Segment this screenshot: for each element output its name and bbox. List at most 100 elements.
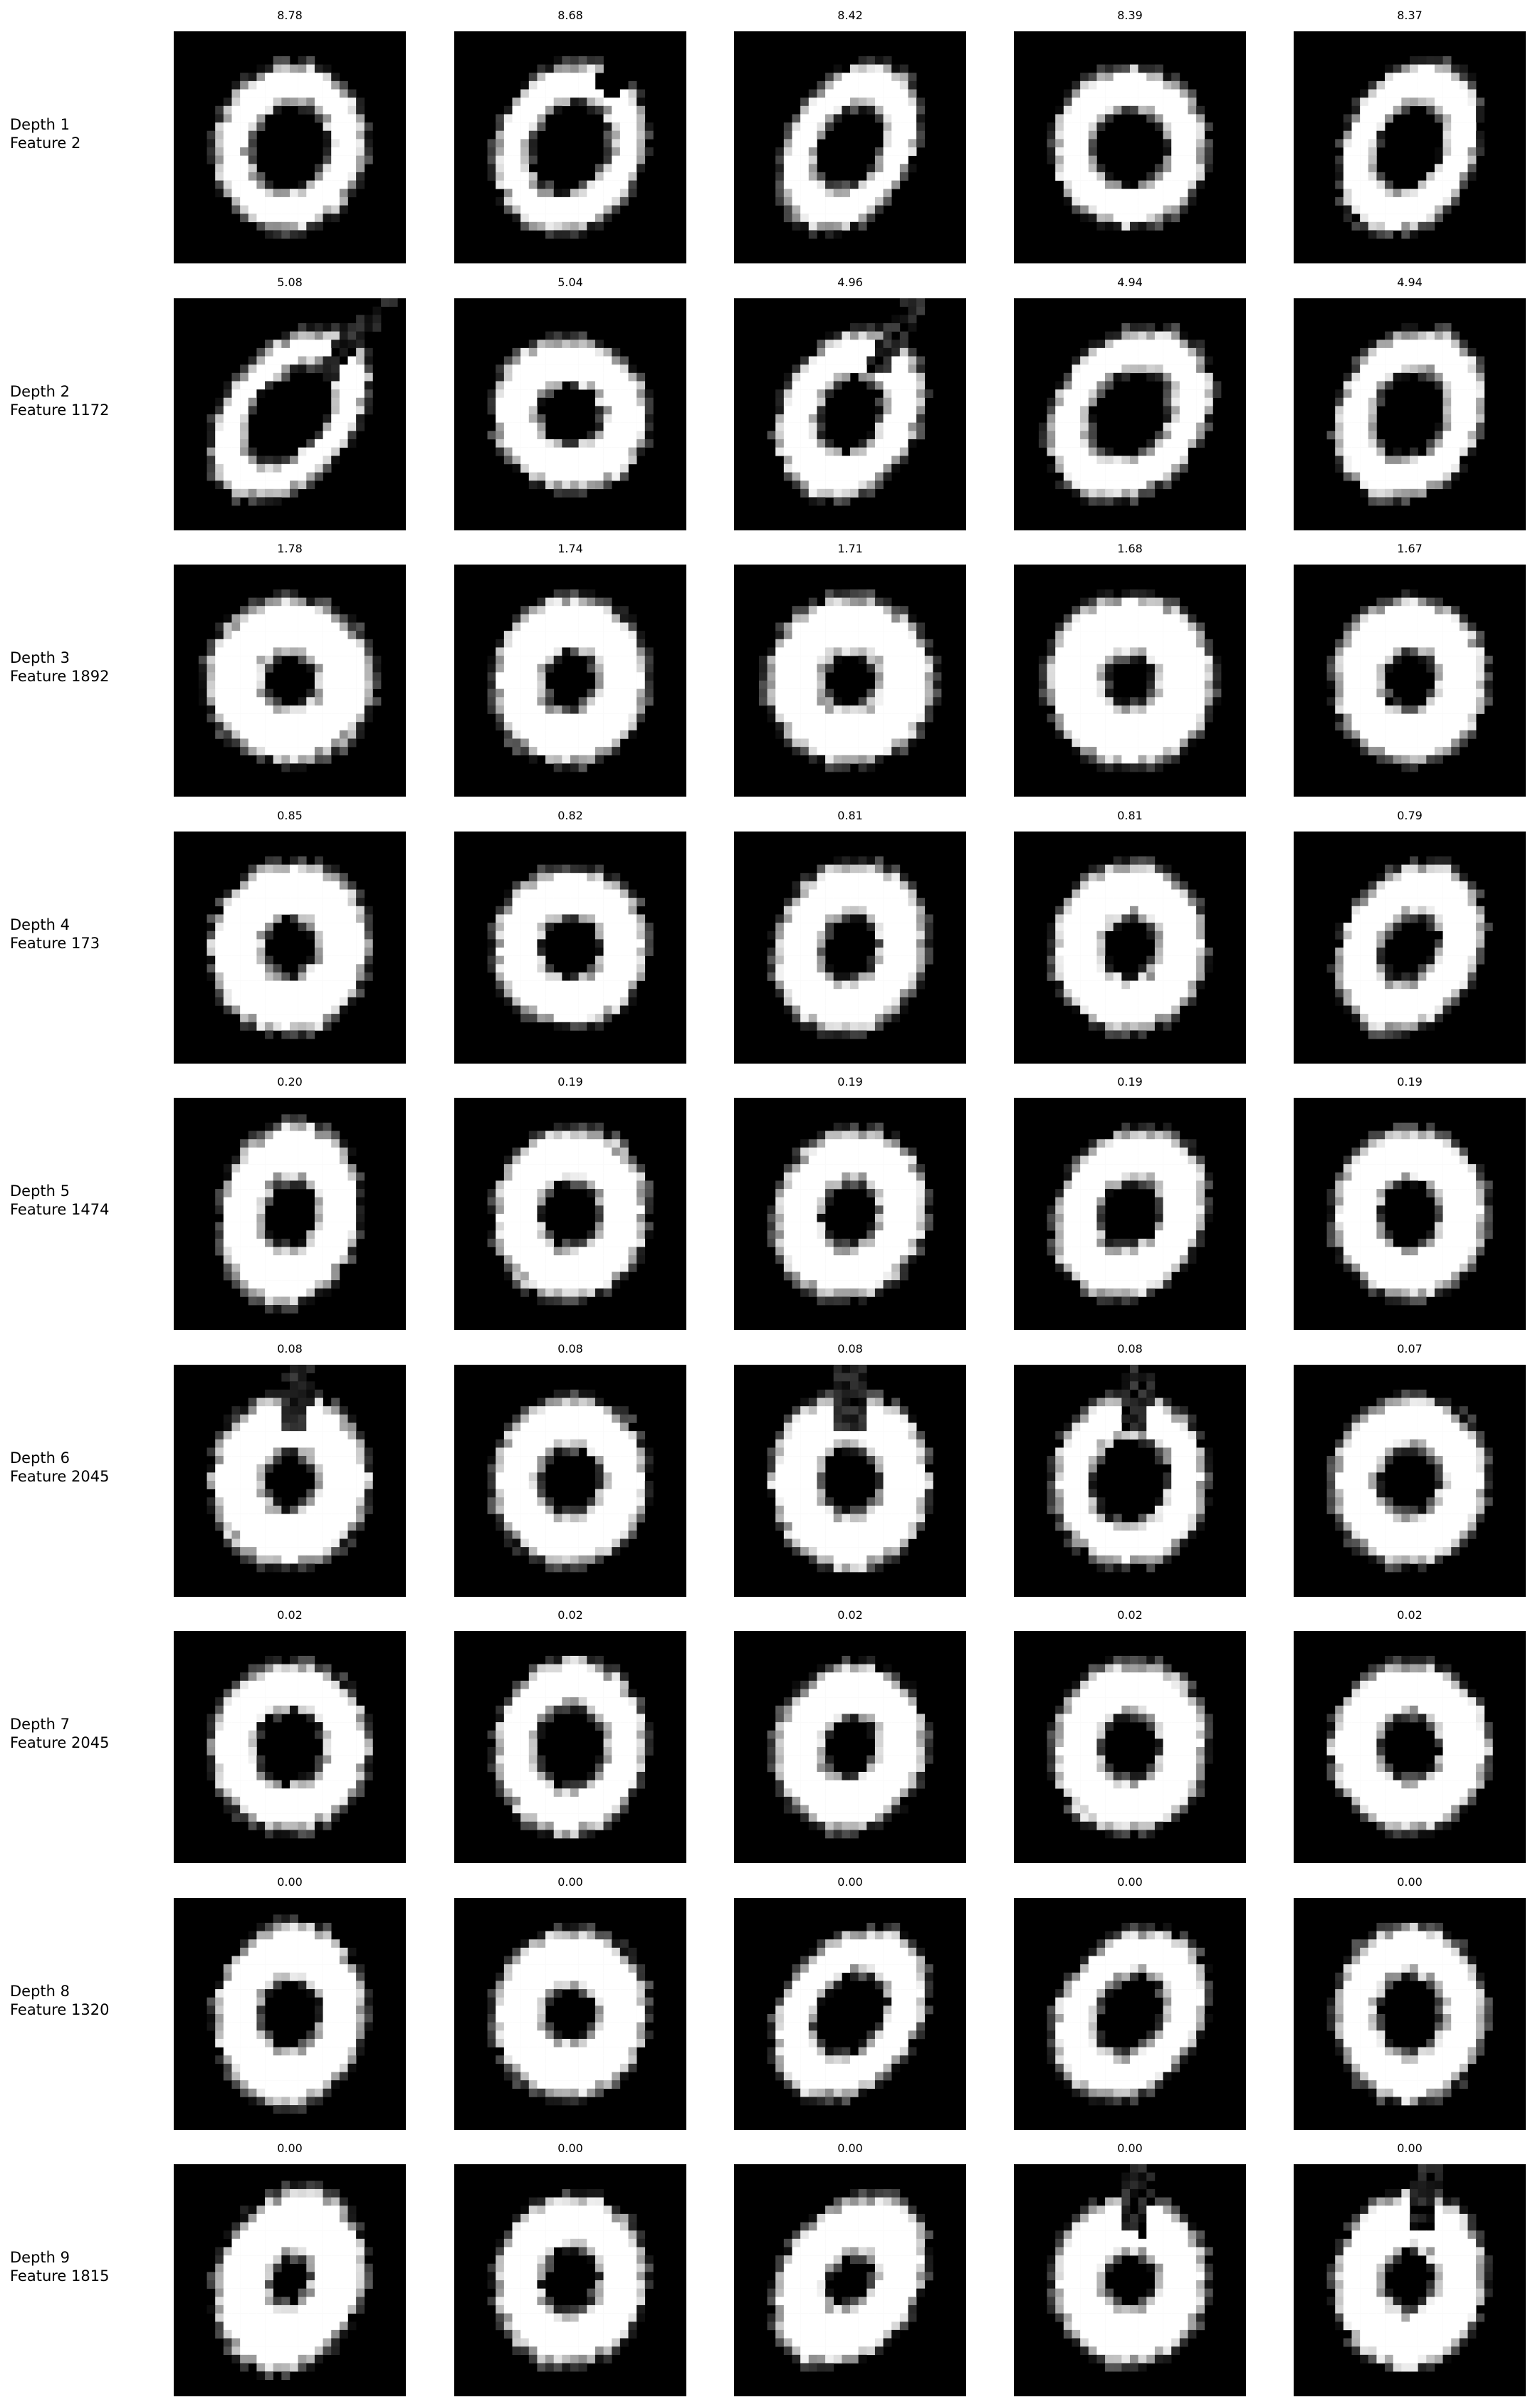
activation-score: 4.94 — [1117, 275, 1143, 289]
activation-cell: 4.96 — [734, 270, 966, 535]
activation-score: 0.82 — [557, 808, 583, 822]
digit-zero-image — [454, 831, 686, 1064]
activation-score: 0.79 — [1397, 808, 1423, 822]
activation-cell: 1.78 — [174, 536, 406, 801]
digit-zero-image — [1294, 2164, 1526, 2396]
digit-zero-image — [454, 1098, 686, 1330]
digit-zero-image — [1014, 1631, 1246, 1863]
activation-score: 1.67 — [1397, 542, 1423, 555]
digit-pixels — [1047, 1922, 1213, 2105]
digit-zero-image — [174, 1364, 406, 1597]
activation-cell: 0.00 — [734, 2136, 966, 2401]
digit-pixels — [1326, 589, 1493, 772]
digit-zero-image — [174, 1098, 406, 1330]
activation-score: 8.37 — [1397, 9, 1423, 22]
digit-pixels — [1038, 322, 1222, 505]
digit-zero-image — [734, 1897, 966, 2130]
activation-cell: 0.02 — [1014, 1603, 1246, 1867]
activation-cell: 0.00 — [1014, 2136, 1246, 2401]
feature-row: Depth 4 Feature 173 0.85 0.82 0.81 0.81 0.79 — [0, 803, 1540, 1069]
activation-cell: 8.42 — [734, 3, 966, 268]
activation-score: 1.71 — [837, 542, 863, 555]
row-label: Depth 6 Feature 2045 — [10, 1449, 109, 1486]
activation-cell: 5.08 — [174, 270, 406, 535]
activation-score: 8.78 — [277, 9, 303, 22]
feature-row: Depth 8 Feature 1320 0.00 0.00 0.00 0.00 0.00 — [0, 1869, 1540, 2136]
digit-pixels — [1326, 1922, 1493, 2105]
digit-pixels — [1047, 1364, 1213, 1572]
digit-pixels — [206, 2181, 373, 2381]
activation-cell: 0.00 — [1294, 1869, 1526, 2134]
feature-label: Feature 1172 — [10, 401, 110, 419]
digit-zero-image — [454, 565, 686, 797]
digit-pixels — [1326, 1655, 1493, 1839]
digit-zero-image — [734, 298, 966, 530]
digit-zero-image — [454, 298, 686, 530]
digit-pixels — [1047, 1122, 1213, 1306]
activation-cell: 0.20 — [174, 1069, 406, 1334]
digit-pixels — [206, 1914, 373, 2114]
activation-cell: 0.08 — [454, 1336, 686, 1601]
activation-score: 0.07 — [1397, 1341, 1423, 1355]
digit-pixels — [487, 1922, 654, 2105]
feature-label: Feature 2045 — [10, 1734, 110, 1751]
activation-score: 0.00 — [557, 2141, 583, 2155]
digit-pixels — [767, 1655, 933, 1839]
digit-zero-image — [174, 1897, 406, 2130]
digit-zero-image — [1014, 2164, 1246, 2396]
activation-cell: 0.82 — [454, 803, 686, 1068]
activation-cell: 0.85 — [174, 803, 406, 1068]
activation-cell: 0.07 — [1294, 1336, 1526, 1601]
row-label: Depth 1 Feature 2 — [10, 115, 80, 152]
digit-pixels — [1038, 589, 1222, 772]
activation-score: 0.81 — [1117, 808, 1143, 822]
digit-pixels — [487, 864, 654, 1031]
depth-label: Depth 4 — [10, 916, 70, 933]
activation-cell: 8.39 — [1014, 3, 1246, 268]
digit-zero-image — [1014, 565, 1246, 797]
activation-score: 1.78 — [277, 542, 303, 555]
activation-score: 0.00 — [837, 1874, 863, 1889]
activation-score: 0.02 — [837, 1608, 863, 1622]
digit-zero-image — [1294, 831, 1526, 1064]
digit-zero-image — [734, 31, 966, 263]
row-label: Depth 3 Feature 1892 — [10, 649, 109, 686]
activation-score: 0.02 — [1117, 1608, 1143, 1622]
row-label: Depth 7 Feature 2045 — [10, 1715, 109, 1752]
activation-cell: 0.00 — [1294, 2136, 1526, 2401]
digit-zero-image — [1014, 1897, 1246, 2130]
activation-cell: 0.00 — [454, 1869, 686, 2134]
activation-score: 0.00 — [837, 2141, 863, 2155]
row-label: Depth 9 Feature 1815 — [10, 2248, 109, 2285]
activation-cell: 0.19 — [454, 1069, 686, 1334]
row-label: Depth 5 Feature 1474 — [10, 1182, 109, 1219]
digit-pixels — [198, 589, 382, 772]
digit-zero-image — [1294, 31, 1526, 263]
activation-score: 8.68 — [557, 9, 583, 22]
digit-zero-image — [1014, 1364, 1246, 1597]
digit-pixels — [487, 1655, 654, 1839]
activation-score: 4.96 — [837, 275, 863, 289]
digit-zero-image — [174, 565, 406, 797]
activation-cell: 0.08 — [734, 1336, 966, 1601]
feature-row: Depth 7 Feature 2045 0.02 0.02 0.02 0.02 0.02 — [0, 1603, 1540, 1869]
activation-cell: 0.00 — [734, 1869, 966, 2134]
digit-zero-image — [174, 2164, 406, 2396]
activation-score: 0.81 — [837, 808, 863, 822]
activation-cell: 8.37 — [1294, 3, 1526, 268]
digit-zero-image — [1294, 298, 1526, 530]
feature-row: Depth 1 Feature 2 8.78 8.68 8.42 8.39 8.37 — [0, 3, 1540, 269]
digit-pixels — [215, 1114, 365, 1314]
activation-cell: 0.02 — [174, 1603, 406, 1867]
activation-score: 0.00 — [557, 1874, 583, 1889]
digit-pixels — [1326, 1389, 1493, 1572]
digit-pixels — [487, 1389, 654, 1572]
activation-cell: 0.79 — [1294, 803, 1526, 1068]
feature-row: Depth 3 Feature 1892 1.78 1.74 1.71 1.68 1.67 — [0, 536, 1540, 802]
activation-cell: 4.94 — [1014, 270, 1246, 535]
digit-zero-image — [1014, 298, 1246, 530]
feature-label: Feature 1815 — [10, 2267, 110, 2285]
activation-cell: 0.08 — [1014, 1336, 1246, 1601]
digit-pixels — [1047, 1655, 1213, 1839]
